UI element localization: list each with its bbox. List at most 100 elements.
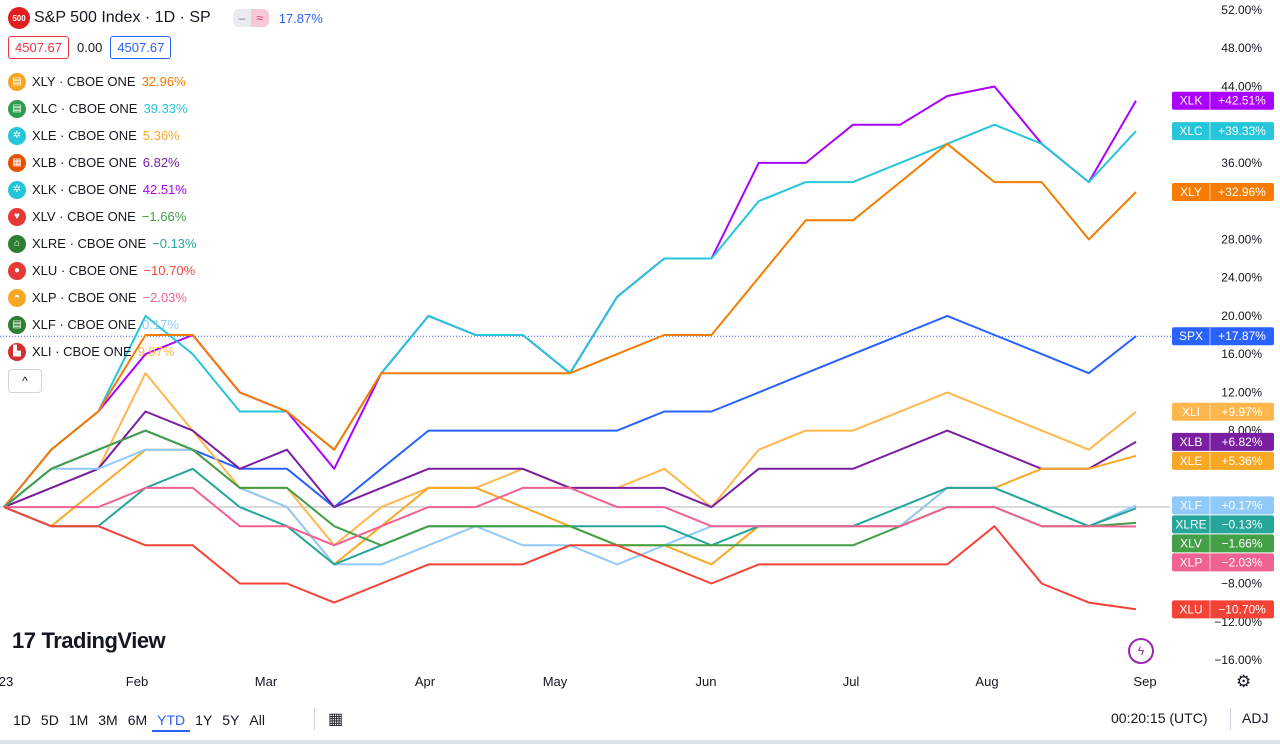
badge-symbol: XLE bbox=[1180, 454, 1203, 468]
range-1y[interactable]: 1Y bbox=[195, 712, 213, 728]
cube-icon: ▦ bbox=[8, 153, 26, 172]
last-value-badge bbox=[1172, 451, 1274, 470]
legend-symbol: XLU · CBOE ONE bbox=[32, 263, 138, 278]
badge-symbol: XLK bbox=[1180, 94, 1203, 108]
legend-symbol: XLF · CBOE ONE bbox=[32, 317, 137, 332]
minus-icon[interactable]: ‒ bbox=[232, 9, 251, 27]
badge-value: +6.82% bbox=[1221, 435, 1262, 449]
badge-value: +9.97% bbox=[1221, 405, 1262, 419]
legend-item[interactable]: ✲ XLK · CBOE ONE 42.51% bbox=[8, 176, 197, 203]
range-selector: 1D 5D 1M 3M 6M YTD 1Y 5Y All bbox=[8, 710, 270, 732]
range-6m[interactable]: 6M bbox=[127, 712, 148, 728]
legend-item[interactable]: ● XLU · CBOE ONE −10.70% bbox=[8, 257, 197, 284]
range-1d[interactable]: 1D bbox=[13, 712, 31, 728]
toolbar-divider bbox=[314, 708, 315, 730]
clock-time[interactable]: 00:20:15 (UTC) bbox=[1111, 710, 1208, 726]
last-value-label: XLB +6.82% bbox=[1172, 432, 1274, 451]
adj-toggle[interactable]: ADJ bbox=[1242, 710, 1269, 726]
badge-value: −1.66% bbox=[1221, 536, 1262, 550]
last-value-badge bbox=[1172, 183, 1274, 201]
main-change-percent: 17.87% bbox=[278, 10, 323, 26]
range-1m[interactable]: 1M bbox=[68, 712, 89, 728]
last-value-badge bbox=[1172, 496, 1274, 515]
last-value-label: XLV −1.66% bbox=[1172, 534, 1274, 553]
last-value-badge bbox=[1172, 515, 1274, 534]
last-value-label: XLC +39.33% bbox=[1172, 122, 1274, 141]
range-3m[interactable]: 3M bbox=[98, 712, 118, 728]
legend-value: 6.82% bbox=[142, 155, 180, 170]
badge-symbol: XLU bbox=[1179, 602, 1202, 616]
basket-icon: ◓ bbox=[8, 288, 26, 307]
heart-icon: ♥ bbox=[8, 207, 26, 226]
last-value-label: XLY +32.96% bbox=[1172, 183, 1274, 201]
gear-icon[interactable]: ⚙ bbox=[1236, 672, 1252, 691]
legend-item[interactable]: ▤ XLF · CBOE ONE 0.17% bbox=[8, 311, 197, 338]
flame-icon: ✲ bbox=[8, 126, 26, 145]
bottom-toolbar: 1D 5D 1M 3M 6M YTD 1Y 5Y All ▦ 00:20:15 (UTC) AD… bbox=[0, 702, 1280, 738]
legend-value: 42.51% bbox=[142, 182, 187, 197]
last-value-label: XLP −2.03% bbox=[1172, 553, 1274, 572]
y-tick-label: 48.00% bbox=[1221, 41, 1262, 55]
legend-value: −0.13% bbox=[152, 236, 197, 251]
calendar-range-icon[interactable]: ▦ bbox=[328, 711, 344, 728]
chip-icon: ✲ bbox=[8, 180, 26, 199]
tradingview-brand-name: TradingView bbox=[41, 628, 166, 653]
chart-area[interactable]: −16.00%−12.00%−8.00%8.00%12.00%16.00%20.… bbox=[0, 0, 1280, 700]
cart-icon: ▤ bbox=[8, 72, 26, 91]
badge-value: +0.17% bbox=[1221, 498, 1262, 512]
legend-item[interactable]: ▤ XLC · CBOE ONE 39.33% bbox=[8, 95, 197, 122]
legend-item[interactable]: ▙ XLI · CBOE ONE 9.97% bbox=[8, 338, 197, 365]
y-tick-label: 44.00% bbox=[1221, 79, 1262, 93]
range-5d[interactable]: 5D bbox=[40, 712, 59, 728]
legend-item[interactable]: ◓ XLP · CBOE ONE −2.03% bbox=[8, 284, 197, 311]
last-value-badge bbox=[1172, 432, 1274, 451]
sell-price[interactable]: 4507.67 bbox=[8, 36, 69, 59]
tradingview-mark-icon: 17 bbox=[12, 628, 36, 653]
legend-value: 39.33% bbox=[143, 101, 188, 116]
legend-value: 9.97% bbox=[137, 344, 175, 359]
legend-value: −1.66% bbox=[141, 209, 187, 224]
range-5y[interactable]: 5Y bbox=[222, 712, 240, 728]
collapse-legend-button[interactable]: ^ bbox=[8, 369, 42, 393]
approx-icon[interactable]: ≈ bbox=[250, 9, 269, 27]
tradingview-logo[interactable]: 17 TradingView bbox=[12, 628, 166, 654]
legend-item[interactable]: ✲ XLE · CBOE ONE 5.36% bbox=[8, 122, 197, 149]
chart-header: 500 S&P 500 Index · 1D · SP ‒ ≈ 17.87% bbox=[8, 6, 323, 30]
badge-symbol: XLRE bbox=[1175, 517, 1206, 531]
legend-item[interactable]: ▦ XLB · CBOE ONE 6.82% bbox=[8, 149, 197, 176]
range-all[interactable]: All bbox=[249, 712, 265, 728]
badge-symbol: XLY bbox=[1180, 185, 1202, 199]
x-tick-label: Aug bbox=[975, 674, 998, 689]
series-line-xli[interactable] bbox=[3, 372, 1137, 547]
x-tick-label: May bbox=[543, 674, 568, 689]
series-line-xly[interactable] bbox=[3, 142, 1137, 508]
badge-symbol: XLF bbox=[1180, 498, 1202, 512]
series-line-xlp[interactable] bbox=[4, 486, 1137, 547]
last-value-label: XLE +5.36% bbox=[1172, 451, 1274, 470]
legend-symbol: XLV · CBOE ONE bbox=[32, 209, 136, 224]
buy-price[interactable]: 4507.67 bbox=[110, 36, 172, 59]
series-line-xlb[interactable] bbox=[3, 410, 1137, 509]
legend-symbol: XLK · CBOE ONE bbox=[32, 182, 137, 197]
legend-item[interactable]: ⌂ XLRE · CBOE ONE −0.13% bbox=[8, 230, 197, 257]
badge-value: −2.03% bbox=[1221, 555, 1262, 569]
bolt-icon[interactable]: ϟ bbox=[1128, 638, 1154, 664]
last-value-label: XLK +42.51% bbox=[1172, 91, 1274, 110]
legend-value: 32.96% bbox=[141, 74, 186, 89]
legend-value: 5.36% bbox=[142, 128, 180, 143]
series-toggle[interactable]: ‒ ≈ bbox=[232, 9, 269, 27]
series-legend: ▤ XLY · CBOE ONE 32.96% ▤ XLC · CBOE ONE 39.3… bbox=[8, 68, 197, 365]
legend-item[interactable]: ♥ XLV · CBOE ONE −1.66% bbox=[8, 203, 197, 230]
symbol-title[interactable]: S&P 500 Index · 1D · SP bbox=[34, 9, 211, 26]
legend-item[interactable]: ▤ XLY · CBOE ONE 32.96% bbox=[8, 68, 197, 95]
series-line-xlu[interactable] bbox=[3, 506, 1137, 611]
x-tick-label: Jul bbox=[843, 674, 860, 689]
last-value-badge bbox=[1172, 91, 1274, 110]
legend-value: 0.17% bbox=[142, 317, 179, 332]
badge-symbol: XLB bbox=[1180, 435, 1203, 449]
range-ytd[interactable]: YTD bbox=[152, 710, 191, 732]
badge-value: −0.13% bbox=[1221, 517, 1262, 531]
legend-symbol: XLI · CBOE ONE bbox=[32, 344, 132, 359]
house-icon: ⌂ bbox=[8, 234, 26, 253]
legend-symbol: XLB · CBOE ONE bbox=[32, 155, 137, 170]
